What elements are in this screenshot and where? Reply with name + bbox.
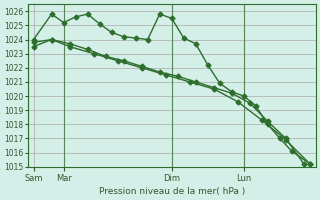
X-axis label: Pression niveau de la mer( hPa ): Pression niveau de la mer( hPa )	[99, 187, 245, 196]
